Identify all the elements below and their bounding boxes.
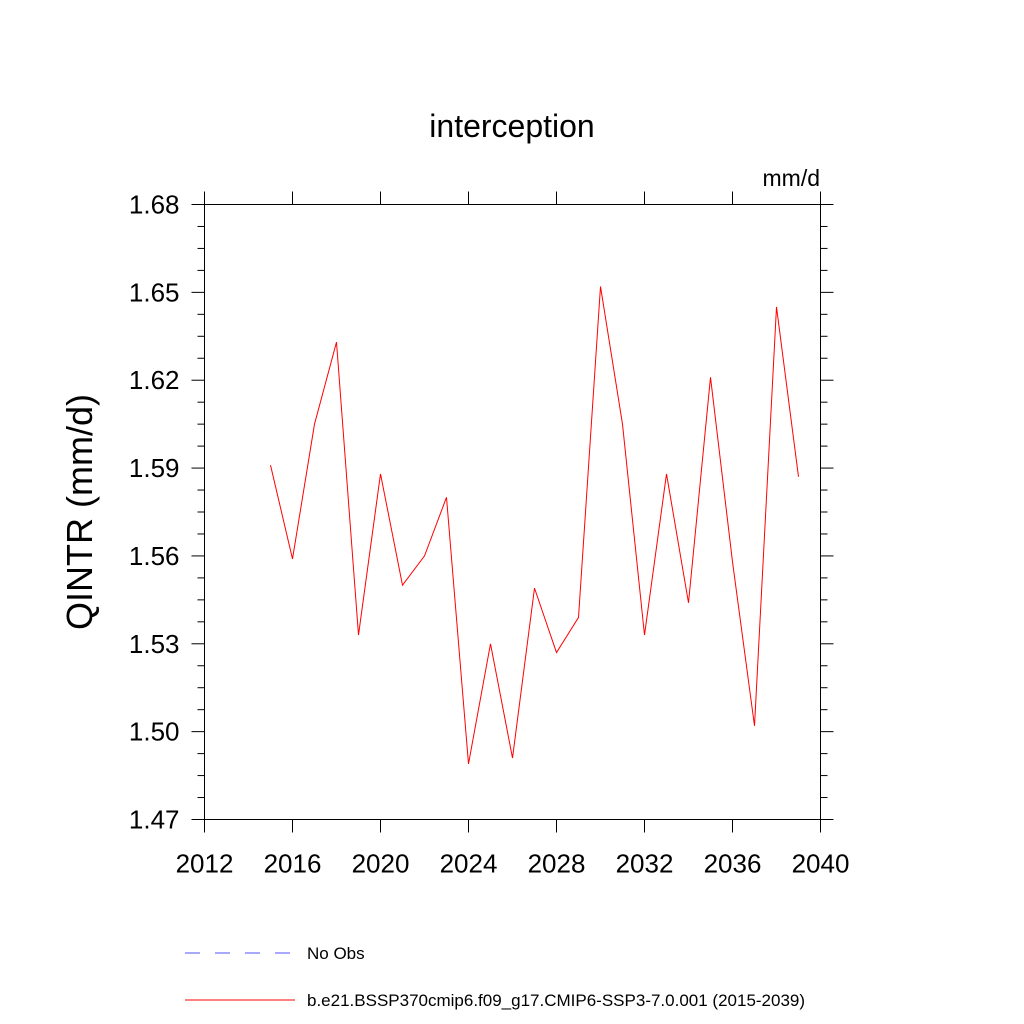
x-tick-label: 2028 [528, 849, 586, 879]
legend: No Obs b.e21.BSSP370cmip6.f09_g17.CMIP6-S… [185, 944, 805, 1010]
data-point [270, 465, 271, 466]
data-point [600, 286, 601, 287]
minor-ticks [197, 225, 828, 799]
x-tick-label: 2020 [352, 849, 410, 879]
y-tick-label: 1.47 [129, 805, 180, 835]
major-ticks [191, 191, 834, 833]
x-tick-labels: 2012 2016 2020 2024 2028 2032 2036 2040 [176, 849, 850, 879]
data-point [292, 558, 293, 559]
y-tick-label: 1.68 [129, 190, 180, 220]
data-point [688, 602, 689, 603]
y-tick-label: 1.65 [129, 277, 180, 307]
data-point [644, 634, 645, 635]
x-tick-label: 2032 [616, 849, 674, 879]
y-tick-label: 1.56 [129, 541, 180, 571]
x-tick-label: 2040 [792, 849, 850, 879]
x-tick-label: 2012 [176, 849, 234, 879]
series-group [270, 286, 799, 764]
data-point [512, 757, 513, 758]
data-point [490, 643, 491, 644]
y-tick-label: 1.53 [129, 629, 180, 659]
data-point [446, 497, 447, 498]
series-line-0 [270, 286, 799, 764]
data-point [754, 725, 755, 726]
data-point [336, 342, 337, 343]
data-point [776, 306, 777, 307]
plot-frame [204, 204, 821, 820]
chart-title: interception [429, 108, 594, 144]
data-point [534, 588, 535, 589]
data-point [578, 617, 579, 618]
legend-label-1: b.e21.BSSP370cmip6.f09_g17.CMIP6-SSP3-7.… [307, 991, 805, 1010]
data-point [424, 555, 425, 556]
y-tick-labels: 1.47 1.50 1.53 1.56 1.59 1.62 1.65 1.68 [129, 190, 180, 835]
y-tick-label: 1.50 [129, 717, 180, 747]
data-point [402, 585, 403, 586]
data-point [314, 424, 315, 425]
x-tick-label: 2016 [264, 849, 322, 879]
y-tick-label: 1.62 [129, 365, 180, 395]
x-tick-label: 2024 [440, 849, 498, 879]
y-tick-label: 1.59 [129, 453, 180, 483]
x-tick-label: 2036 [704, 849, 762, 879]
data-point [468, 763, 469, 764]
y-axis-label: QINTR (mm/d) [59, 394, 100, 630]
legend-label-0: No Obs [307, 944, 365, 963]
data-point [358, 634, 359, 635]
data-point [380, 473, 381, 474]
data-point [622, 424, 623, 425]
data-point [710, 377, 711, 378]
data-point [798, 476, 799, 477]
data-point [732, 561, 733, 562]
data-point [666, 473, 667, 474]
units-label: mm/d [763, 165, 821, 191]
data-point [556, 652, 557, 653]
